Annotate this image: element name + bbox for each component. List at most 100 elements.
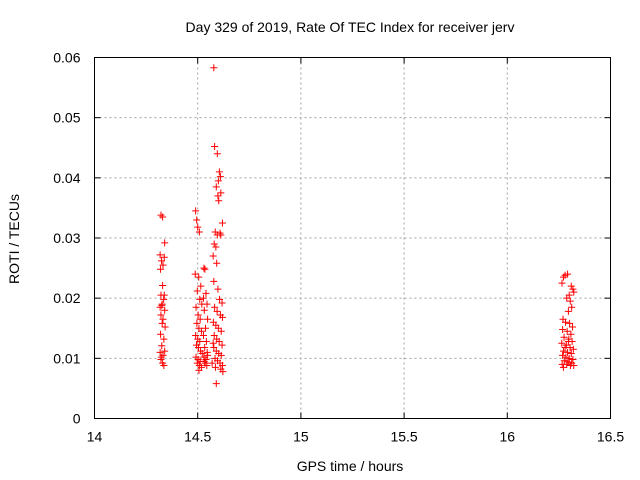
data-point — [199, 331, 207, 339]
x-tick-label: 16.5 — [597, 429, 624, 445]
plot-frame — [94, 57, 611, 419]
data-point — [200, 306, 208, 314]
data-point — [215, 337, 223, 345]
data-point — [160, 362, 168, 370]
data-point — [161, 323, 169, 331]
x-tick-label: 15 — [293, 429, 309, 445]
data-point — [569, 285, 577, 293]
data-point — [159, 261, 167, 269]
data-point — [560, 357, 568, 365]
data-point — [210, 240, 218, 248]
data-point — [200, 264, 208, 272]
data-point — [156, 251, 164, 259]
data-point — [209, 252, 217, 260]
data-point — [558, 279, 566, 287]
data-point — [159, 213, 167, 221]
data-point — [203, 362, 211, 370]
data-point — [202, 289, 210, 297]
data-point — [196, 295, 204, 303]
data-point — [204, 315, 212, 323]
data-point — [195, 273, 203, 281]
data-point — [218, 362, 226, 370]
data-point — [213, 259, 221, 267]
data-point — [559, 273, 567, 281]
data-point — [157, 211, 165, 219]
data-point — [213, 150, 221, 158]
data-point — [559, 363, 567, 371]
data-point — [202, 356, 210, 364]
data-point — [218, 313, 226, 321]
data-point — [157, 311, 165, 319]
data-point — [200, 357, 208, 365]
data-point — [217, 327, 225, 335]
data-point — [196, 337, 204, 345]
x-tick-labels: 14 14.5 15 15.5 16 16.5 — [87, 429, 625, 445]
data-point — [201, 265, 209, 273]
data-point — [561, 344, 569, 352]
data-point — [569, 323, 577, 331]
data-point — [196, 315, 204, 323]
data-point — [210, 64, 218, 72]
chart-title: Day 329 of 2019, Rate Of TEC Index for r… — [186, 19, 515, 35]
data-point — [218, 341, 226, 349]
data-point — [159, 315, 167, 323]
data-point — [210, 331, 218, 339]
data-point — [219, 368, 227, 376]
data-point — [195, 228, 203, 236]
data-point — [203, 300, 211, 308]
data-point — [570, 362, 578, 370]
data-point — [564, 270, 572, 278]
data-point — [214, 192, 222, 200]
data-point — [198, 350, 206, 358]
data-point — [559, 325, 567, 333]
data-point — [210, 344, 218, 352]
data-point — [558, 339, 566, 347]
data-point — [156, 303, 164, 311]
data-point — [157, 353, 165, 361]
data-point — [161, 347, 169, 355]
data-point — [158, 257, 166, 265]
data-point — [564, 307, 572, 315]
data-point — [191, 270, 199, 278]
data-point — [218, 219, 226, 227]
data-point — [160, 295, 168, 303]
data-point — [193, 216, 201, 224]
data-point — [193, 319, 201, 327]
y-tick-label: 0 — [73, 411, 81, 427]
data-point — [569, 356, 577, 364]
data-point — [560, 333, 568, 341]
x-tick-label: 14 — [87, 429, 103, 445]
data-point — [204, 351, 212, 359]
data-point — [217, 351, 225, 359]
data-point — [156, 348, 164, 356]
data-point — [160, 291, 168, 299]
data-point — [570, 288, 578, 296]
data-point — [197, 282, 205, 290]
y-axis-label: ROTI / TECUs — [6, 194, 22, 284]
data-point — [197, 327, 205, 335]
data-point — [212, 380, 220, 388]
data-point — [564, 348, 572, 356]
data-point — [216, 295, 224, 303]
data-point — [567, 282, 575, 290]
data-point — [159, 351, 167, 359]
data-point — [159, 282, 167, 290]
data-point — [214, 285, 222, 293]
data-point — [566, 319, 574, 327]
grid-lines — [94, 57, 611, 419]
data-point — [566, 297, 574, 305]
data-point — [199, 294, 207, 302]
y-tick-label: 0.02 — [53, 290, 80, 306]
data-point — [158, 301, 166, 309]
data-point — [216, 173, 224, 181]
data-point — [202, 324, 210, 332]
data-point — [567, 330, 575, 338]
data-point — [213, 307, 221, 315]
data-point — [192, 207, 200, 215]
data-point — [160, 253, 168, 261]
data-point — [212, 183, 220, 191]
data-point — [211, 143, 219, 151]
data-point — [559, 347, 567, 355]
data-point — [157, 330, 165, 338]
